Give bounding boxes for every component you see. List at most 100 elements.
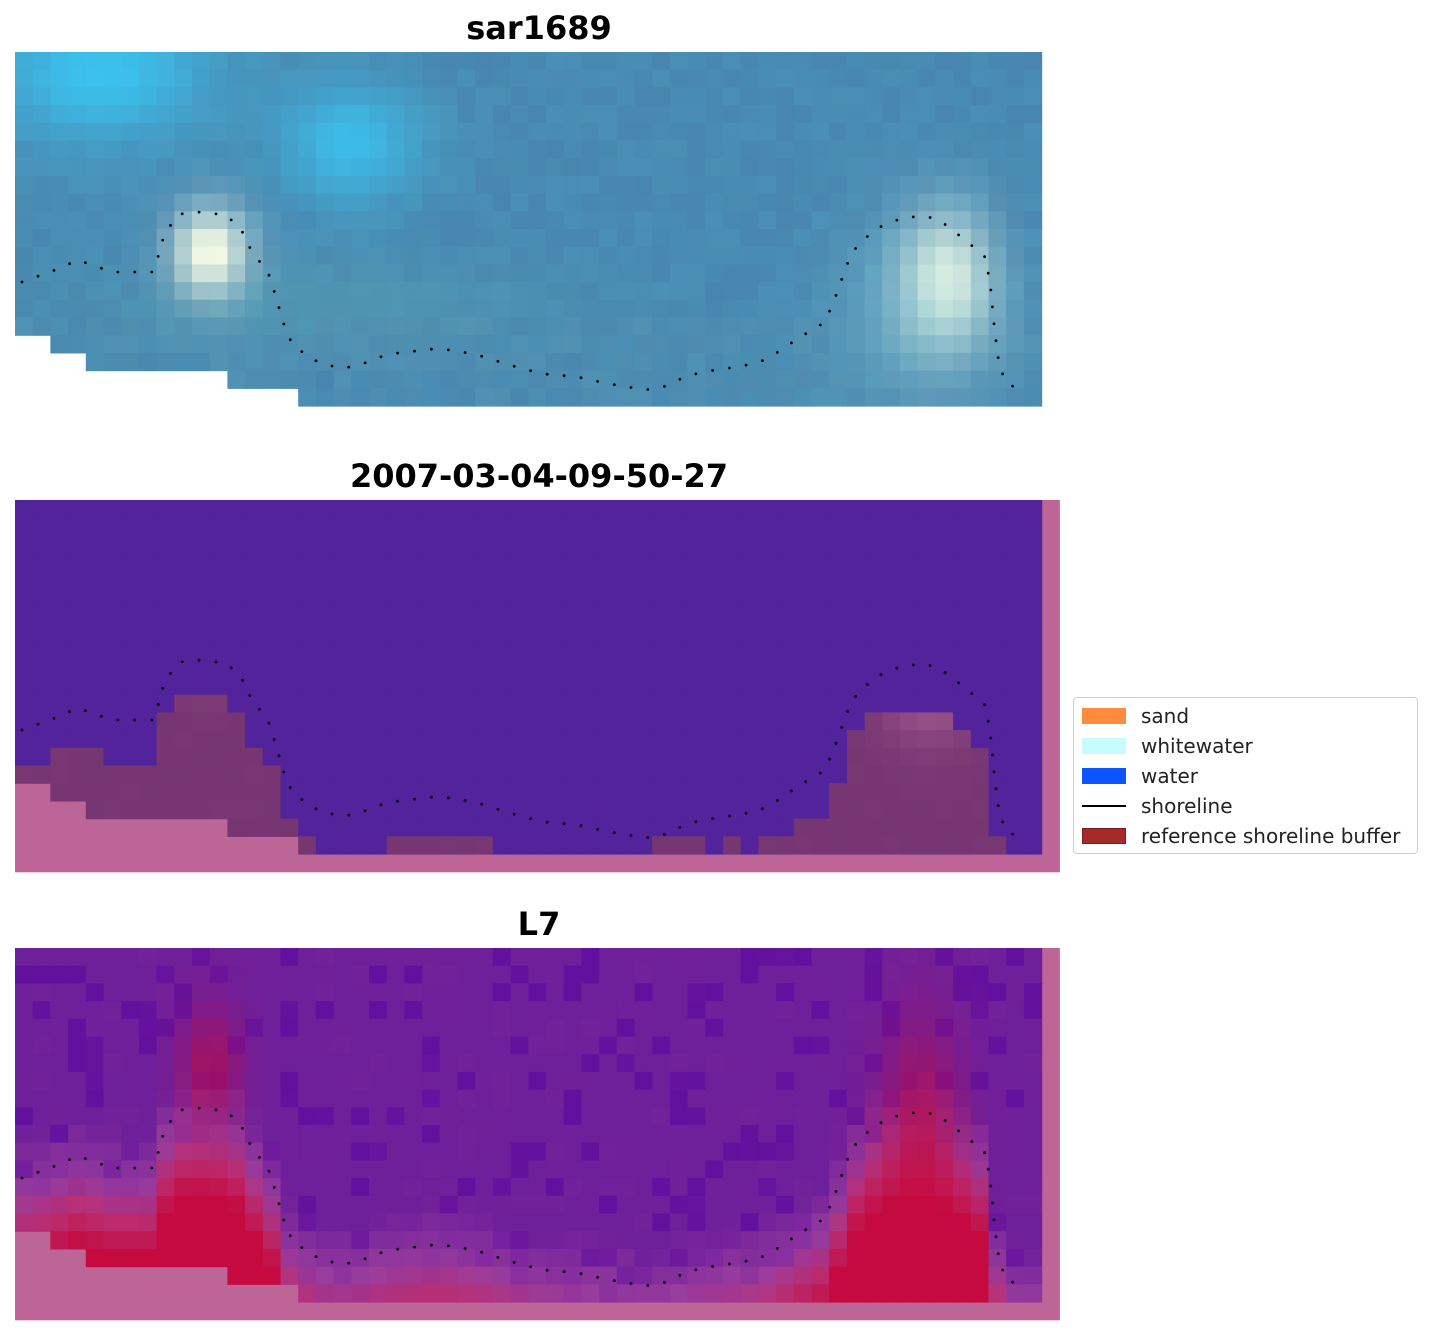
image-pixel [669,140,689,159]
image-pixel [156,246,175,265]
index-pixel [85,1142,105,1161]
image-pixel [829,122,848,142]
class-pixel [988,641,1007,660]
index-pixel [209,983,228,1002]
image-pixel [492,105,512,124]
shoreline-point [761,359,764,362]
image-pixel [351,246,370,265]
class-pixel [776,677,795,696]
class-pixel [121,623,140,643]
index-pixel [404,948,423,967]
image-pixel [475,388,494,407]
class-pixel [457,517,476,536]
class-pixel [723,623,742,643]
class-pixel [262,517,282,536]
image-pixel [740,335,759,354]
index-pixel [457,1266,476,1285]
image-pixel [386,211,405,230]
image-pixel [280,105,299,124]
index-pixel [563,1213,582,1232]
image-pixel [209,211,228,230]
index-pixel [864,1071,883,1091]
class-pixel [776,570,795,590]
image-pixel [68,122,87,142]
index-pixel [758,1054,777,1073]
image-pixel [1006,140,1025,159]
index-pixel [404,1231,423,1250]
image-pixel [882,52,901,71]
image-pixel [917,370,936,389]
shoreline-point [992,322,996,326]
shoreline-point [596,1276,599,1279]
image-pixel [510,317,529,336]
class-pixel [510,818,529,837]
image-pixel [829,158,848,177]
class-pixel [546,765,565,784]
index-pixel [776,1160,795,1179]
index-pixel [280,965,299,984]
class-pixel [563,641,582,660]
index-pixel [811,1213,830,1232]
class-pixel [85,783,105,802]
index-pixel [616,1160,636,1179]
image-pixel [333,264,352,283]
class-pixel [404,747,423,767]
image-pixel [121,175,140,195]
class-pixel [687,765,706,784]
index-pixel [581,1213,600,1232]
index-pixel [970,1107,990,1126]
class-pixel [174,517,193,536]
index-pixel [245,1142,264,1161]
class-pixel [351,500,370,519]
index-pixel [970,1178,990,1197]
image-pixel [245,317,264,336]
index-pixel [32,1036,51,1055]
class-pixel [510,730,529,749]
image-pixel [68,87,87,106]
class-pixel [616,606,636,625]
image-pixel [369,158,388,177]
image-pixel [492,52,512,71]
index-pixel [298,1001,317,1020]
index-pixel [333,1107,352,1126]
class-pixel [192,553,211,572]
image-pixel [439,317,459,336]
image-pixel [829,52,848,71]
shoreline-point [694,1268,698,1272]
shoreline-point [804,1228,808,1232]
index-pixel [900,1142,919,1161]
class-pixel [422,641,441,660]
index-pixel [475,983,494,1002]
index-pixel [687,983,706,1002]
index-pixel [315,1107,335,1126]
index-pixel [669,1195,689,1215]
index-pixel [280,1266,299,1285]
class-pixel [85,500,105,519]
index-pixel [758,948,777,967]
image-pixel [510,335,529,354]
image-pixel [882,122,901,142]
class-pixel [315,818,335,837]
class-pixel [988,517,1007,536]
class-pixel [900,570,919,590]
class-pixel [970,588,990,607]
index-pixel [829,948,848,967]
index-pixel [917,1001,936,1020]
image-pixel [457,87,476,106]
image-pixel [528,282,547,301]
shoreline-point [20,280,24,284]
class-pixel [864,659,883,678]
image-pixel [811,158,830,177]
image-pixel [156,211,175,230]
class-pixel [315,535,335,554]
class-pixel [723,694,742,713]
index-pixel [227,1036,246,1055]
class-pixel [510,535,529,554]
image-pixel [900,370,919,389]
index-pixel [1006,1231,1025,1250]
index-pixel [333,1089,352,1108]
class-pixel [687,659,706,678]
class-pixel [439,836,459,855]
index-pixel [333,1142,352,1161]
index-pixel [192,1248,211,1268]
